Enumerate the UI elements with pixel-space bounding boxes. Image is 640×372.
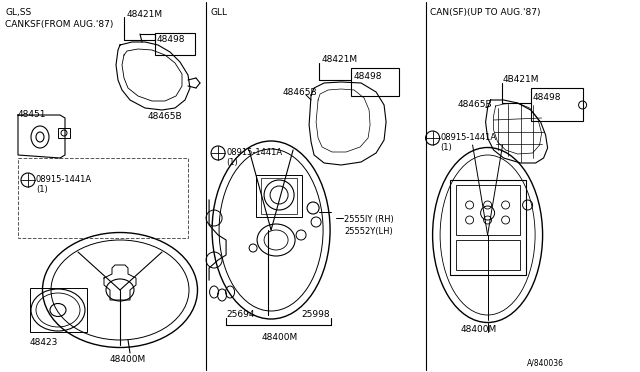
Text: GL,SS: GL,SS — [5, 8, 31, 17]
Text: 25998: 25998 — [301, 310, 330, 319]
Bar — [456, 240, 520, 270]
Text: 25552Y(LH): 25552Y(LH) — [344, 227, 393, 236]
Text: 08915-1441A: 08915-1441A — [36, 175, 92, 184]
Bar — [261, 178, 297, 214]
Bar — [531, 88, 582, 121]
Text: 48465B: 48465B — [458, 100, 492, 109]
Text: 2555lY (RH): 2555lY (RH) — [344, 215, 394, 224]
Text: (1): (1) — [440, 143, 452, 152]
Text: 25694: 25694 — [226, 310, 255, 319]
Text: 48421M: 48421M — [321, 55, 357, 64]
Text: 4B421M: 4B421M — [502, 75, 539, 84]
Text: CAN(SF)(UP TO AUG.'87): CAN(SF)(UP TO AUG.'87) — [429, 8, 540, 17]
Text: 48498: 48498 — [353, 72, 381, 81]
Text: 48465B: 48465B — [148, 112, 182, 121]
Bar — [256, 175, 302, 217]
Text: GLL: GLL — [210, 8, 227, 17]
Text: 48498: 48498 — [532, 93, 561, 102]
Bar — [155, 33, 195, 55]
Text: (1): (1) — [36, 185, 48, 194]
Text: 48465B: 48465B — [282, 88, 317, 97]
Bar — [30, 288, 87, 332]
Text: 48498: 48498 — [157, 35, 186, 44]
Bar — [18, 158, 188, 238]
Text: CANKSF(FROM AUG.'87): CANKSF(FROM AUG.'87) — [5, 20, 113, 29]
Text: 48400M: 48400M — [461, 325, 497, 334]
Bar — [351, 68, 399, 96]
Text: 08915-1441A: 08915-1441A — [440, 133, 497, 142]
Text: 48423: 48423 — [30, 338, 58, 347]
Text: A/840036: A/840036 — [527, 358, 564, 367]
Text: 48400M: 48400M — [110, 355, 147, 364]
Text: 48400M: 48400M — [261, 333, 298, 342]
Bar — [450, 180, 525, 275]
Text: 48421M: 48421M — [127, 10, 163, 19]
Text: (1): (1) — [226, 158, 238, 167]
Text: 48451: 48451 — [18, 110, 47, 119]
Bar — [58, 128, 70, 138]
Bar — [456, 185, 520, 235]
Text: 08915-1441A: 08915-1441A — [226, 148, 282, 157]
